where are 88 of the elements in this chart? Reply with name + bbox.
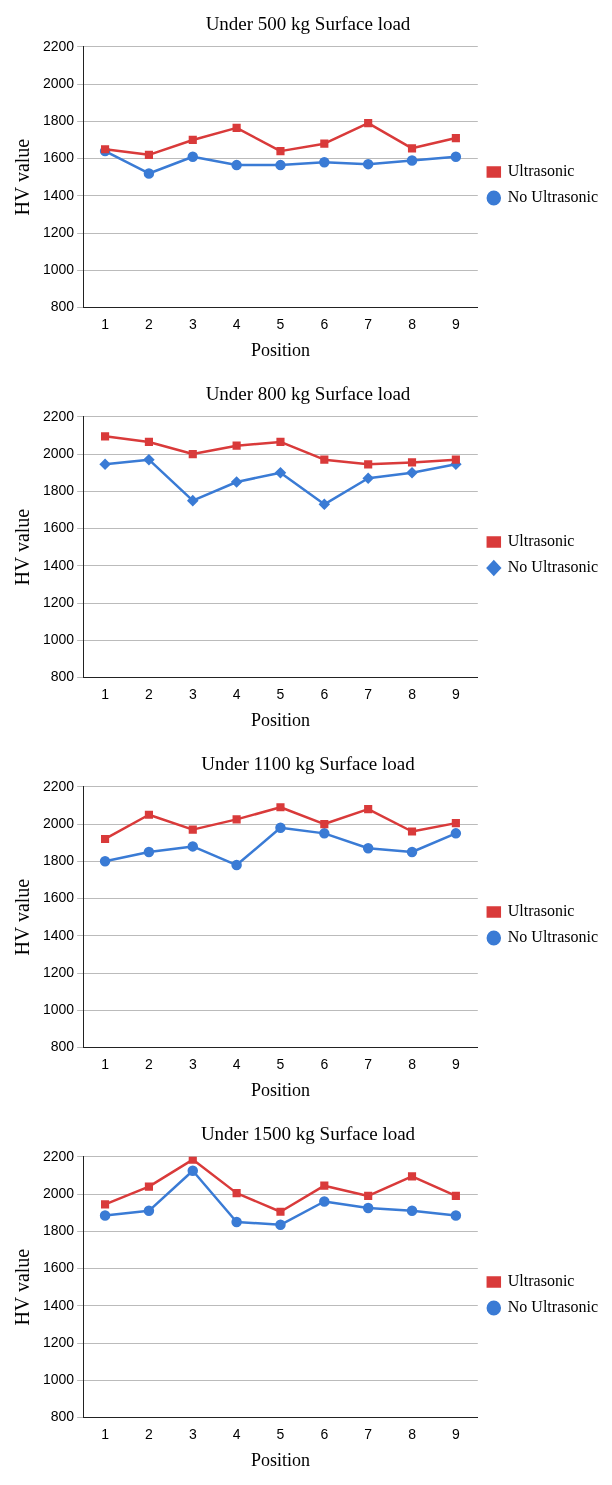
x-tick-label: 6 [320, 1425, 329, 1442]
y-tick-label: 1800 [42, 852, 75, 869]
y-tick-label: 1600 [42, 149, 75, 166]
x-tick-label: 2 [145, 685, 154, 702]
legend-label: No Ultrasonic [507, 928, 598, 946]
y-tick-label: 1000 [42, 261, 75, 278]
x-tick-label: 1 [101, 685, 110, 702]
chart-title: Under 500 kg Surface load [205, 13, 411, 35]
legend-label: Ultrasonic [507, 162, 575, 180]
x-tick-label: 6 [320, 685, 329, 702]
y-tick-label: 1600 [42, 1259, 75, 1276]
y-tick-label: 800 [50, 1408, 75, 1425]
x-tick-label: 9 [451, 1055, 460, 1072]
x-tick-label: 7 [364, 315, 373, 332]
legend-label: No Ultrasonic [507, 188, 598, 206]
x-tick-label: 3 [188, 685, 197, 702]
x-tick-label: 8 [408, 1055, 417, 1072]
chart-title: Under 800 kg Surface load [205, 383, 411, 405]
y-axis-title: HV value [11, 138, 34, 216]
y-tick-label: 2200 [42, 1147, 75, 1164]
y-tick-label: 1400 [42, 1296, 75, 1313]
y-tick-label: 1400 [42, 556, 75, 573]
x-tick-label: 4 [232, 1055, 241, 1072]
y-tick-label: 2000 [42, 444, 75, 461]
legend-label: No Ultrasonic [507, 558, 598, 576]
y-tick-label: 1200 [42, 1333, 75, 1350]
x-tick-label: 9 [451, 315, 460, 332]
x-tick-label: 2 [145, 315, 154, 332]
y-tick-label: 800 [50, 668, 75, 685]
y-tick-label: 1400 [42, 926, 75, 943]
x-tick-label: 5 [276, 1425, 285, 1442]
x-tick-label: 7 [364, 1425, 373, 1442]
x-tick-label: 2 [145, 1055, 154, 1072]
x-axis-title: Position [250, 709, 310, 730]
x-tick-label: 3 [188, 1055, 197, 1072]
legend-label: No Ultrasonic [507, 1298, 598, 1316]
x-tick-label: 8 [408, 315, 417, 332]
legend-label: Ultrasonic [507, 532, 575, 550]
x-tick-label: 2 [145, 1425, 154, 1442]
chart-title: Under 1100 kg Surface load [201, 753, 416, 775]
x-tick-label: 8 [408, 1425, 417, 1442]
y-tick-label: 1000 [42, 1371, 75, 1388]
y-tick-label: 1400 [42, 186, 75, 203]
x-tick-label: 5 [276, 1055, 285, 1072]
y-tick-label: 1200 [42, 223, 75, 240]
legend-label: Ultrasonic [507, 1272, 575, 1290]
x-tick-label: 9 [451, 685, 460, 702]
y-axis-title: HV value [11, 878, 34, 956]
x-axis-title: Position [250, 1079, 310, 1100]
y-tick-label: 2200 [42, 37, 75, 54]
x-axis-title: Position [250, 1449, 310, 1470]
y-tick-label: 2200 [42, 407, 75, 424]
y-tick-label: 1600 [42, 889, 75, 906]
y-tick-label: 2000 [42, 1184, 75, 1201]
x-tick-label: 9 [451, 1425, 460, 1442]
y-tick-label: 2000 [42, 814, 75, 831]
x-tick-label: 1 [101, 315, 110, 332]
x-tick-label: 5 [276, 685, 285, 702]
y-tick-label: 800 [50, 298, 75, 315]
x-axis-title: Position [250, 339, 310, 360]
x-tick-label: 1 [101, 1055, 110, 1072]
y-tick-label: 1800 [42, 1222, 75, 1239]
x-tick-label: 7 [364, 685, 373, 702]
y-tick-label: 1800 [42, 112, 75, 129]
x-tick-label: 1 [101, 1425, 110, 1442]
x-tick-label: 6 [320, 315, 329, 332]
x-tick-label: 8 [408, 685, 417, 702]
x-tick-label: 4 [232, 315, 241, 332]
y-tick-label: 1800 [42, 482, 75, 499]
x-tick-label: 6 [320, 1055, 329, 1072]
y-tick-label: 2000 [42, 74, 75, 91]
x-tick-label: 3 [188, 1425, 197, 1442]
y-tick-label: 1200 [42, 963, 75, 980]
x-tick-label: 5 [276, 315, 285, 332]
legend-label: Ultrasonic [507, 902, 575, 920]
y-tick-label: 1000 [42, 1001, 75, 1018]
y-tick-label: 1200 [42, 593, 75, 610]
y-tick-label: 2200 [42, 777, 75, 794]
y-tick-label: 800 [50, 1038, 75, 1055]
y-axis-title: HV value [11, 508, 34, 586]
y-axis-title: HV value [11, 1248, 34, 1326]
y-tick-label: 1000 [42, 631, 75, 648]
x-tick-label: 7 [364, 1055, 373, 1072]
x-tick-label: 4 [232, 685, 241, 702]
x-tick-label: 4 [232, 1425, 241, 1442]
y-tick-label: 1600 [42, 519, 75, 536]
x-tick-label: 3 [188, 315, 197, 332]
chart-title: Under 1500 kg Surface load [200, 1123, 416, 1145]
